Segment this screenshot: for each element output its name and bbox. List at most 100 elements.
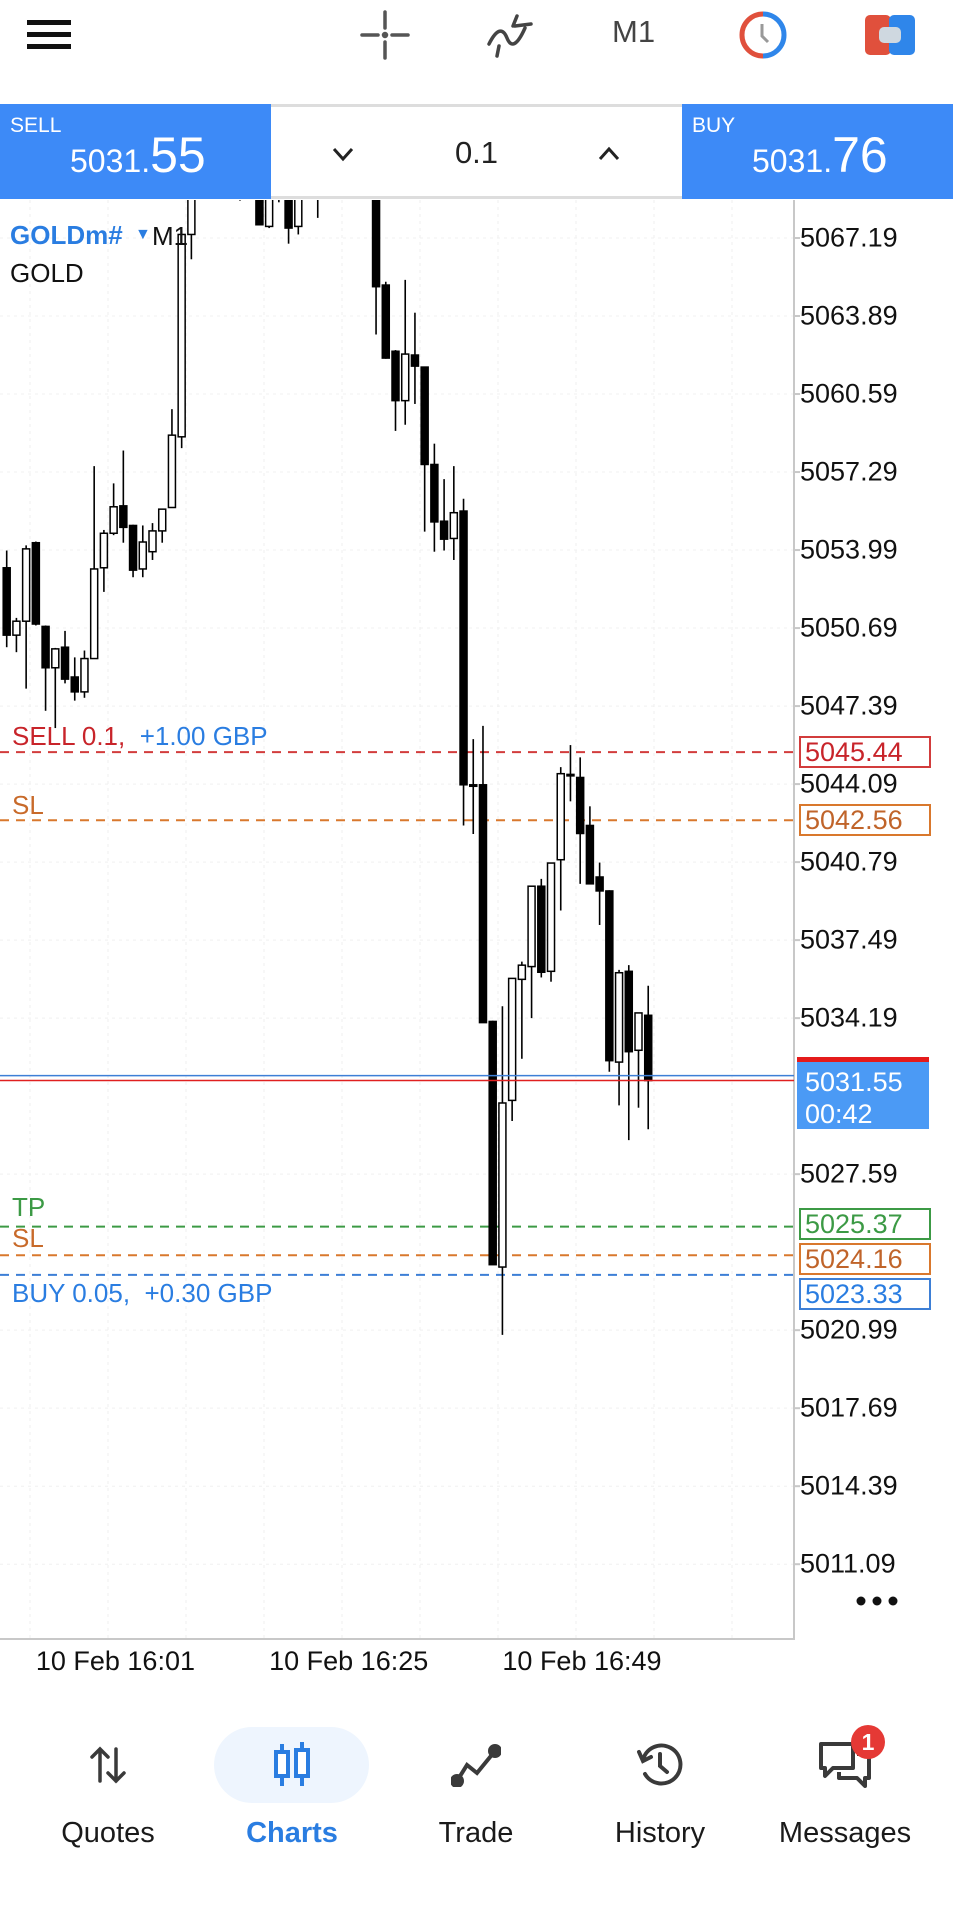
- candle-bullish: [294, 200, 303, 228]
- candle-bullish: [400, 353, 410, 402]
- candle-bearish: [410, 354, 420, 367]
- arrows-up-down-icon: [18, 1725, 198, 1805]
- candle-bearish: [255, 200, 264, 226]
- candle-bearish: [284, 200, 293, 229]
- candles-icon: [202, 1725, 382, 1805]
- triangle-down-icon[interactable]: ▼: [135, 226, 151, 243]
- price-axis-label: 5014.39: [800, 1470, 898, 1501]
- messages-badge: 1: [851, 1725, 885, 1759]
- history-icon: [570, 1725, 750, 1805]
- price-axis-label: 5063.89: [800, 300, 898, 331]
- indicator-f-icon[interactable]: [485, 10, 535, 60]
- price-axis-label: 5040.79: [800, 846, 898, 877]
- buy-button[interactable]: BUY 5031.76: [682, 104, 953, 199]
- candle-bearish: [595, 876, 604, 892]
- sell-price-tag: 5045.44: [799, 736, 931, 768]
- chevron-up-icon[interactable]: [592, 137, 626, 171]
- candle-bullish: [109, 506, 118, 535]
- candle-bullish: [99, 532, 109, 569]
- buy-sl-price-tag: 5024.16: [799, 1243, 931, 1275]
- candle-countdown: 00:42: [805, 1099, 873, 1129]
- candle-bullish: [566, 773, 575, 777]
- time-axis-label: 10 Feb 16:25: [269, 1646, 429, 1676]
- price-axis-label: 5053.99: [800, 534, 898, 565]
- nav-trade-label: Trade: [438, 1817, 514, 1849]
- candle-bearish: [60, 646, 70, 680]
- current-bid-price: 5031.55: [805, 1067, 903, 1097]
- candle-bullish: [138, 541, 148, 570]
- lot-size-value[interactable]: 0.1: [454, 135, 499, 170]
- candle-bullish: [634, 1012, 643, 1052]
- chevron-down-icon[interactable]: [326, 137, 360, 171]
- candle-bearish: [41, 625, 50, 669]
- candle-bearish: [128, 524, 138, 571]
- lot-size-control: 0.1: [271, 104, 682, 199]
- price-axis-label: 5060.59: [800, 378, 898, 409]
- candle-bullish: [187, 200, 196, 236]
- price-axis-label: 5034.19: [800, 1002, 898, 1033]
- nav-charts[interactable]: Charts: [202, 1725, 382, 1850]
- clock-icon[interactable]: [738, 10, 788, 60]
- candle-bearish: [381, 284, 391, 359]
- nav-history[interactable]: History: [570, 1725, 750, 1850]
- sell-sl-label[interactable]: SL: [12, 790, 44, 820]
- nav-trade[interactable]: Trade: [386, 1725, 566, 1850]
- symbol-description: GOLD: [10, 258, 84, 288]
- sell-price: 5031.55: [70, 127, 206, 183]
- one-click-trading-icon[interactable]: [865, 10, 915, 60]
- candle-bearish: [391, 350, 400, 402]
- candle-bullish: [264, 200, 274, 228]
- sell-sl-price-tag: 5042.56: [799, 804, 931, 836]
- price-axis-label: 5020.99: [800, 1314, 898, 1345]
- candle-bearish: [643, 1014, 653, 1082]
- buy-sl-label[interactable]: SL: [12, 1223, 44, 1253]
- candle-bullish: [21, 548, 31, 622]
- time-axis-label: 10 Feb 16:49: [502, 1646, 662, 1676]
- candle-bearish: [488, 1020, 497, 1266]
- crosshair-icon[interactable]: [360, 10, 410, 60]
- candle-bullish: [546, 862, 556, 973]
- nav-messages[interactable]: 1 Messages: [755, 1725, 935, 1850]
- time-axis-label: 10 Feb 16:01: [35, 1646, 195, 1676]
- current-price-tag: 5031.55 00:42: [797, 1057, 929, 1129]
- buy-order-label[interactable]: BUY 0.05, +0.30 GBP: [12, 1278, 273, 1308]
- candle-bearish: [70, 676, 79, 693]
- candle-bearish: [2, 567, 11, 636]
- price-axis-label: 5037.49: [800, 924, 898, 955]
- buy-label: BUY: [692, 114, 736, 137]
- price-axis-label: 5057.29: [800, 456, 898, 487]
- candle-bearish: [575, 776, 585, 835]
- candle-bullish: [177, 233, 186, 438]
- candle-bearish: [537, 885, 546, 974]
- candle-bullish: [517, 964, 527, 981]
- more-dots-icon[interactable]: [852, 1586, 902, 1616]
- candle-bearish: [371, 200, 381, 288]
- price-axis-label: 5067.19: [800, 222, 898, 253]
- nav-history-label: History: [614, 1817, 706, 1849]
- nav-quotes[interactable]: Quotes: [18, 1725, 198, 1850]
- price-axis-label: 5027.59: [800, 1158, 898, 1189]
- buy-tp-label[interactable]: TP: [12, 1192, 46, 1222]
- timeframe-button[interactable]: M1: [612, 14, 656, 49]
- price-axis-label: 5011.09: [800, 1548, 896, 1579]
- candle-bearish: [624, 970, 634, 1053]
- buy-price: 5031.76: [752, 127, 888, 183]
- candle-bullish: [507, 977, 517, 1102]
- candle-bearish: [430, 463, 439, 523]
- candle-bullish: [556, 772, 565, 861]
- messages-icon: 1: [755, 1725, 935, 1805]
- sell-order-label[interactable]: SELL 0.1, +1.00 GBP: [12, 721, 268, 751]
- candle-bearish: [585, 824, 595, 885]
- candle-bullish: [148, 530, 157, 553]
- buy-price-tag: 5023.33: [799, 1278, 931, 1310]
- sell-button[interactable]: SELL 5031.55: [0, 104, 271, 199]
- nav-charts-label: Charts: [246, 1817, 338, 1849]
- candle-bullish: [157, 508, 167, 532]
- candle-bearish: [119, 505, 128, 529]
- candle-bearish: [459, 510, 468, 786]
- price-chart[interactable]: [0, 200, 953, 1640]
- candle-bearish: [31, 541, 41, 625]
- hamburger-icon[interactable]: [24, 10, 74, 60]
- candle-bearish: [420, 366, 429, 466]
- symbol-selector[interactable]: GOLDm#: [10, 220, 123, 250]
